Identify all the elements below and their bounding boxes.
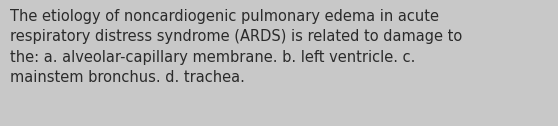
Text: The etiology of noncardiogenic pulmonary edema in acute
respiratory distress syn: The etiology of noncardiogenic pulmonary… <box>10 9 462 85</box>
